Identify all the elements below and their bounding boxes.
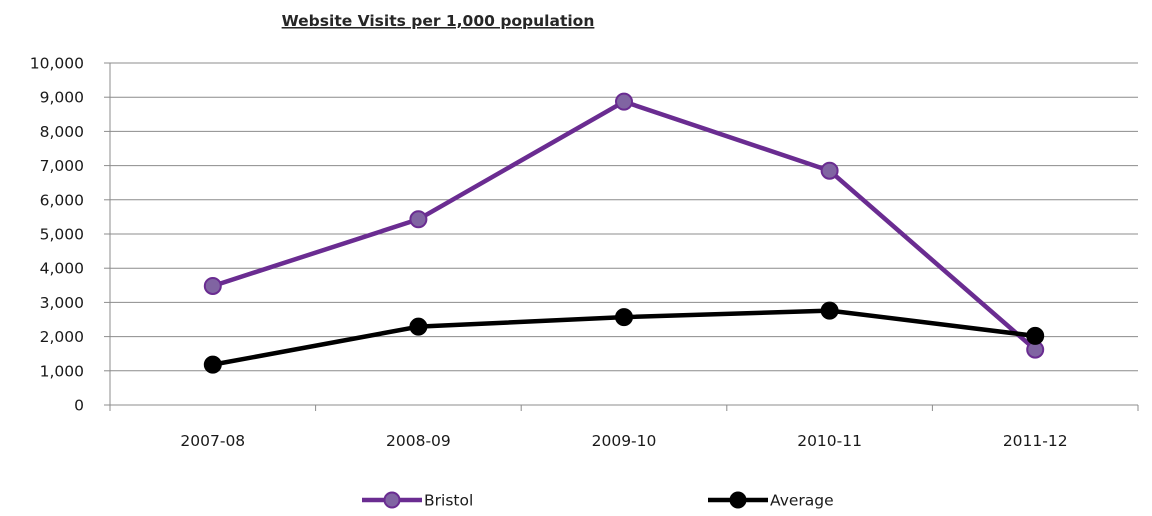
y-axis-tick-labels: 0 1,000 2,000 3,000 4,000 5,000 6,000 7,000 8,00… <box>30 55 84 415</box>
y-tick-label: 10,000 <box>30 55 84 73</box>
y-tick-label: 4,000 <box>40 260 84 278</box>
x-tick-label: 2010-11 <box>797 432 862 450</box>
legend-label: Average <box>770 492 834 510</box>
x-tick-label: 2011-12 <box>1003 432 1068 450</box>
data-point-average <box>615 308 633 327</box>
x-tick-label: 2008-09 <box>386 432 451 450</box>
series-group <box>203 92 1045 374</box>
legend-item-bristol: Bristol <box>362 491 473 510</box>
y-tick-label: 0 <box>74 397 84 415</box>
legend-item-average: Average <box>708 491 834 510</box>
data-point-bristol <box>615 92 633 111</box>
x-tick-label: 2007-08 <box>180 432 245 450</box>
legend-swatch-marker <box>729 491 747 509</box>
data-point-bristol <box>409 210 428 229</box>
legend: Bristol Average <box>362 491 834 510</box>
y-tick-label: 3,000 <box>40 294 84 312</box>
y-tick-label: 8,000 <box>40 123 84 141</box>
data-point-average <box>1026 326 1045 345</box>
data-point-average <box>820 301 839 320</box>
y-tick-label: 5,000 <box>40 226 84 244</box>
y-tick-label: 6,000 <box>40 191 84 209</box>
x-tick-label: 2009-10 <box>592 432 657 450</box>
legend-swatch-marker <box>383 491 401 509</box>
x-axis-tick-labels: 2007-08 2008-09 2009-10 2010-11 2011-12 <box>180 432 1067 450</box>
series-average <box>203 301 1045 374</box>
y-tick-label: 1,000 <box>40 362 84 380</box>
chart-title: Website Visits per 1,000 population <box>282 12 595 30</box>
data-point-bristol <box>203 276 222 295</box>
data-point-bristol <box>820 161 839 180</box>
y-tick-label: 7,000 <box>40 157 84 175</box>
data-point-average <box>203 355 222 374</box>
data-point-average <box>409 317 428 336</box>
axes <box>104 62 1139 411</box>
y-tick-label: 9,000 <box>40 89 84 107</box>
y-tick-label: 2,000 <box>40 328 84 346</box>
legend-label: Bristol <box>424 492 473 510</box>
series-bristol <box>203 92 1045 359</box>
